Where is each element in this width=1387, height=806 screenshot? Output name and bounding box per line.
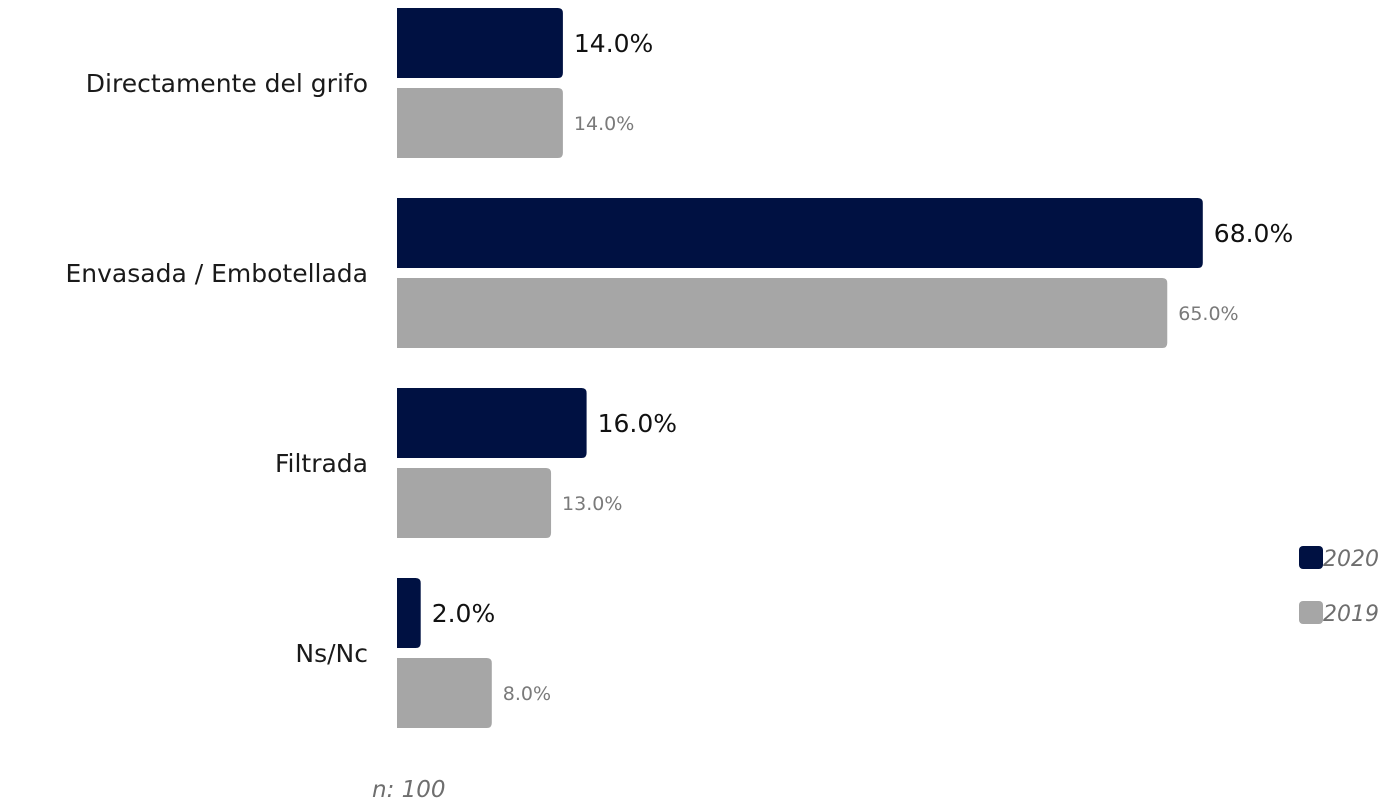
bars-layer [397, 8, 1203, 728]
category-label: Filtrada [275, 449, 368, 478]
data-label-2019-2: 13.0% [562, 493, 622, 515]
data-label-2020-2: 16.0% [598, 409, 677, 438]
bar-2019-1 [397, 278, 1168, 348]
legend-label-2019: 2019 [1323, 602, 1379, 627]
data-label-2020-1: 68.0% [1214, 219, 1293, 248]
bar-2020-1 [397, 198, 1203, 268]
value-labels: 14.0% 14.0% 68.0% 65.0% 16.0% 13.0% 2.0% 8.0% [432, 29, 1294, 705]
data-label-2019-1: 65.0% [1178, 303, 1238, 325]
category-labels: Directamente del grifo Envasada / Embotel… [65, 69, 368, 668]
bar-2020-2 [397, 388, 587, 458]
sample-size-note: n: 100 [372, 777, 446, 803]
bar-2019-2 [397, 468, 552, 538]
category-label: Ns/Nc [295, 639, 368, 668]
data-label-2019-0: 14.0% [574, 113, 634, 135]
bar-2020-0 [397, 8, 563, 78]
bar-2019-0 [397, 88, 563, 158]
category-label: Envasada / Embotellada [65, 259, 368, 288]
legend: 2020 2019 [1299, 546, 1379, 627]
data-label-2020-3: 2.0% [432, 599, 496, 628]
data-label-2019-3: 8.0% [503, 683, 551, 705]
legend-swatch-2020 [1299, 546, 1323, 569]
bar-2019-3 [397, 658, 492, 728]
legend-swatch-2019 [1299, 601, 1323, 624]
category-label: Directamente del grifo [86, 69, 368, 98]
data-label-2020-0: 14.0% [574, 29, 653, 58]
legend-label-2020: 2020 [1323, 547, 1379, 572]
bar-2020-3 [397, 578, 421, 648]
